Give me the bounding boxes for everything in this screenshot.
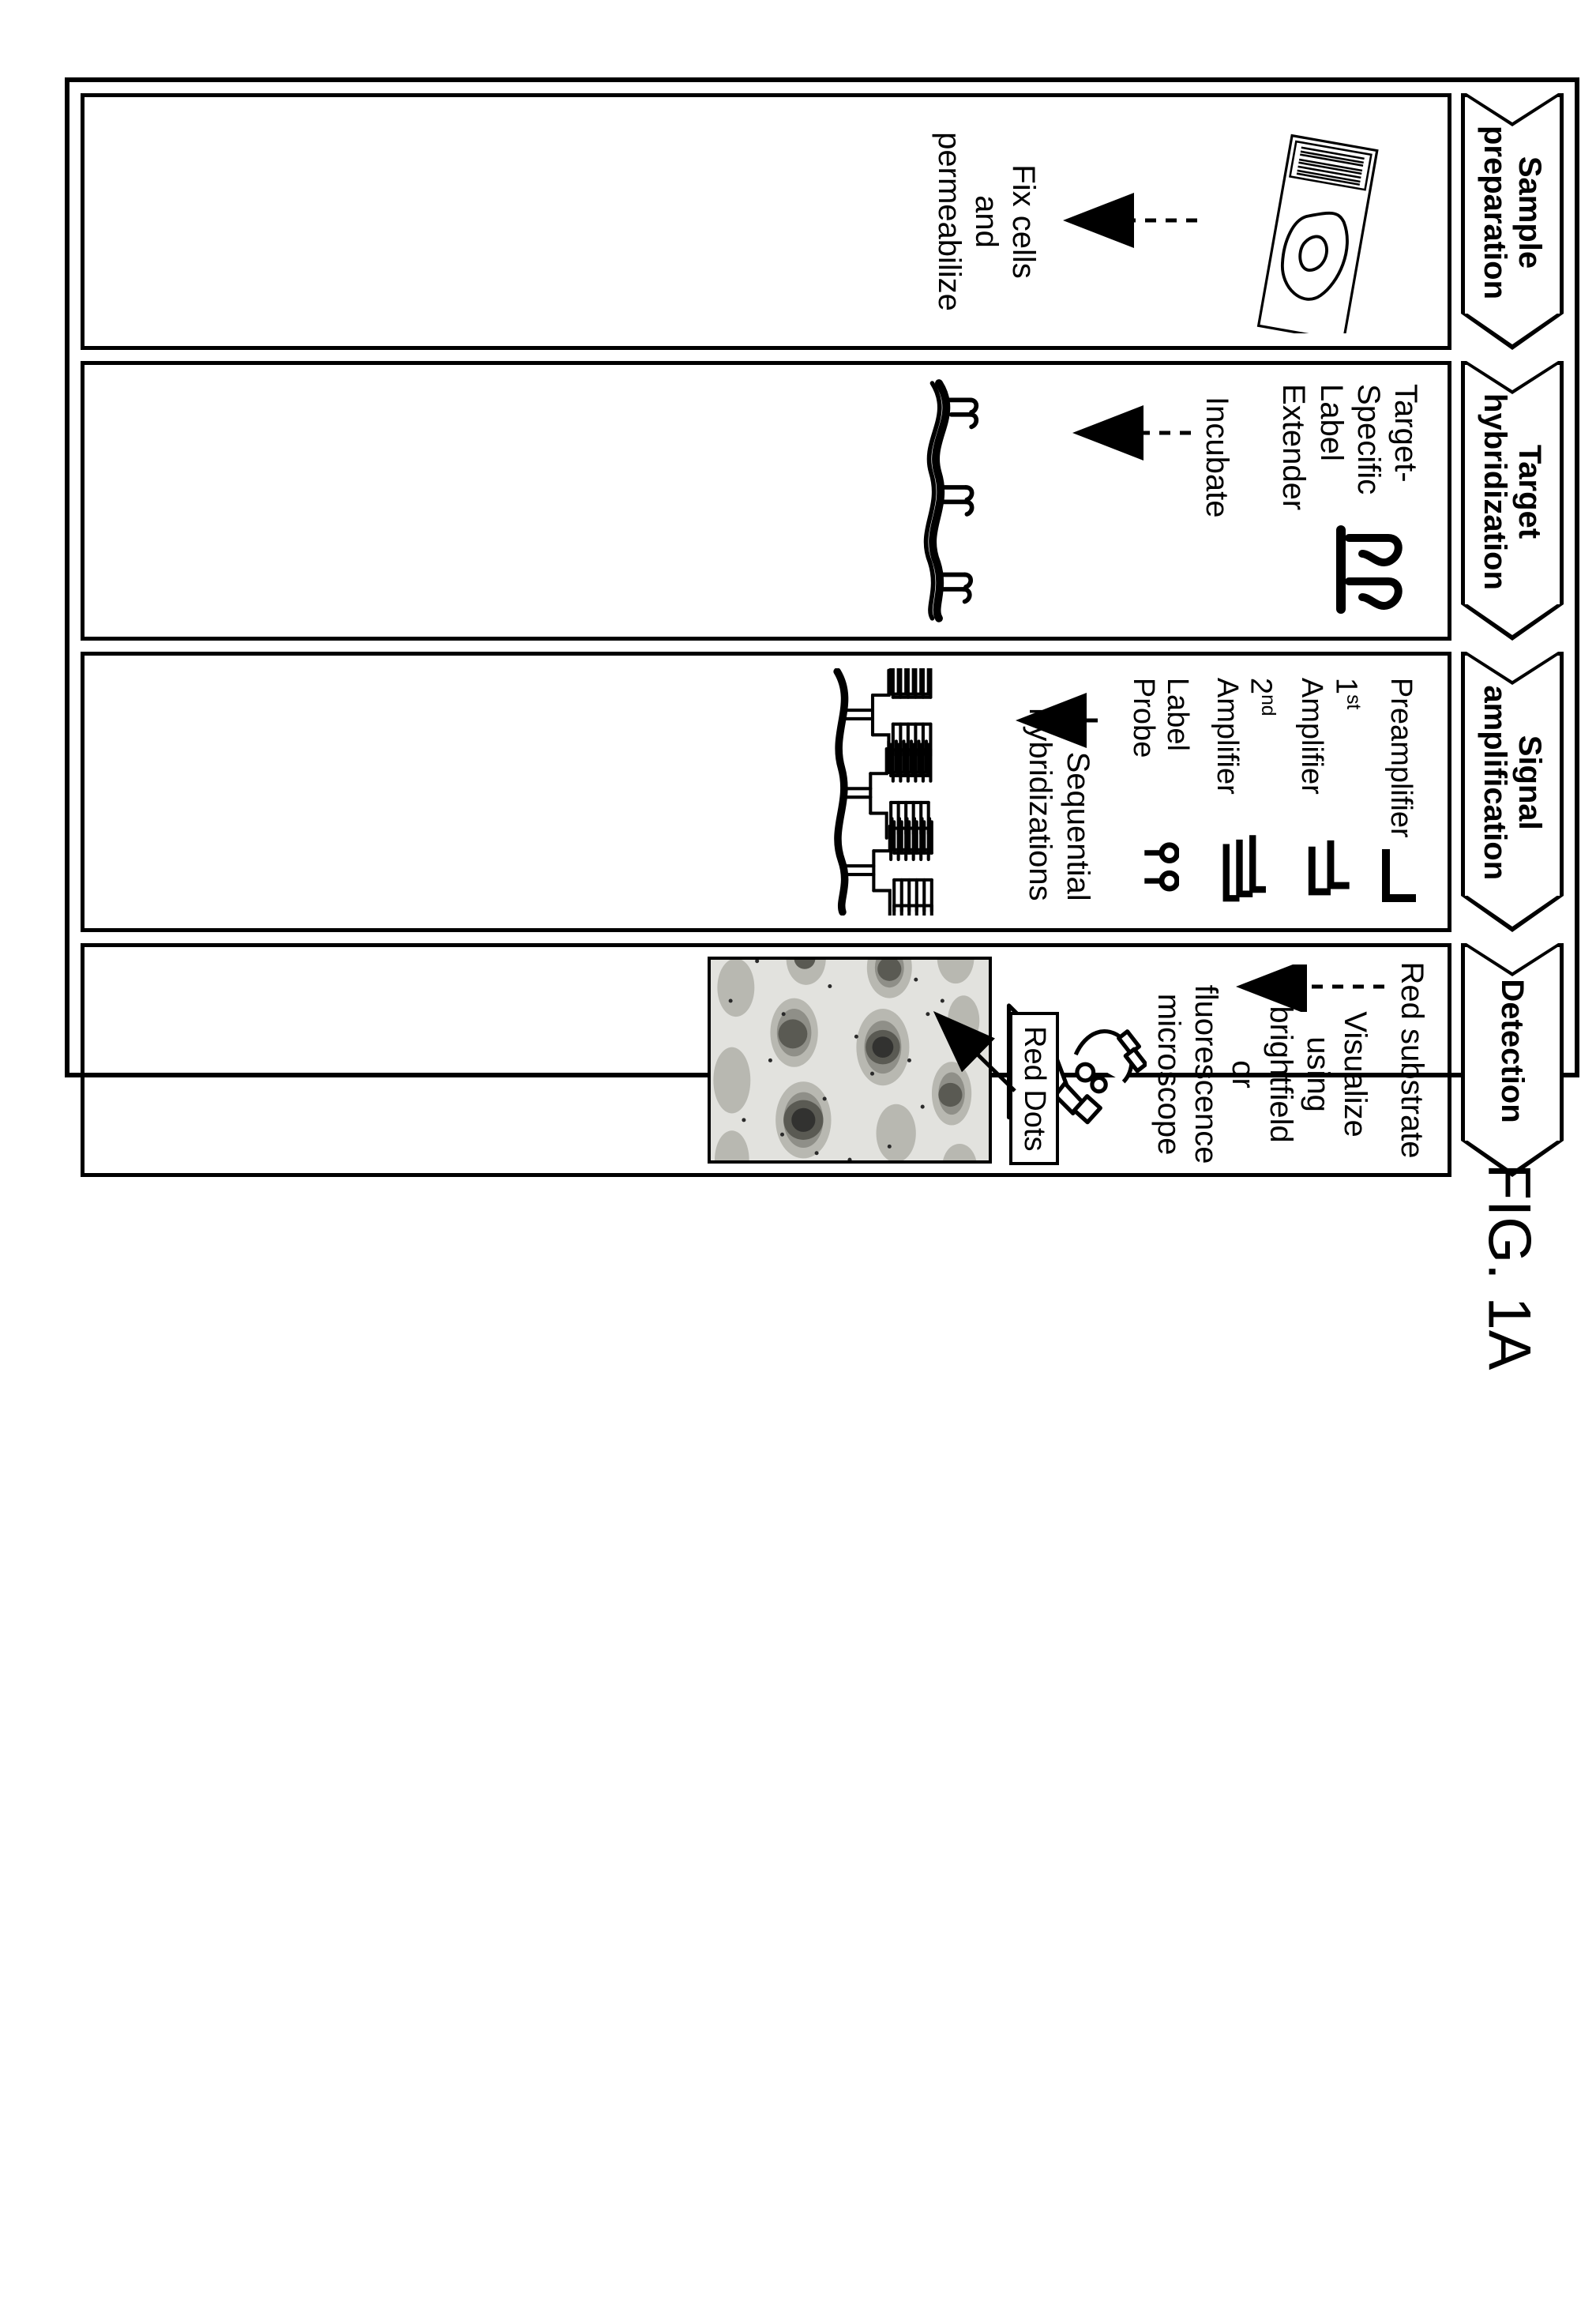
rna-strand-probes-icon — [887, 378, 1045, 624]
visualize-label: Visualize using brightfield or fluoresce… — [1150, 985, 1373, 1164]
panel-header-text: Sample preparation — [1478, 126, 1547, 299]
slide-specimen-icon — [1209, 110, 1406, 333]
panel-header-text: Signal amplification — [1478, 684, 1547, 882]
branched-assembly-icon — [797, 668, 1002, 916]
target-specific-label-extender-text: Target- Specific Label Extender — [1275, 384, 1424, 510]
incubate-label: Incubate — [1199, 378, 1235, 624]
panel-header-signal-amplification: Signal amplification — [1461, 652, 1564, 896]
panel-body-target-hybridization: Target- Specific Label Extender Incubate — [81, 361, 1451, 641]
panel-header-target-hybridization: Target hybridization — [1461, 361, 1564, 604]
panel-target-hybridization: Target hybridization Target- Specific La… — [81, 361, 1564, 641]
amplifier-1-row: 1st Amplifier — [1286, 668, 1372, 916]
figure-frame: Sample preparation — [65, 77, 1579, 1077]
panel-sample-preparation: Sample preparation — [81, 93, 1564, 350]
dashed-arrow-down-icon — [1065, 378, 1199, 624]
label-probe-row: Label Probe — [1118, 668, 1202, 916]
figure-caption: FIG. 1A — [1474, 1164, 1543, 1371]
panel-header-text: Target hybridization — [1478, 393, 1547, 590]
amplifier-1-label: 1st Amplifier — [1294, 678, 1364, 831]
panel-header-detection: Detection — [1461, 943, 1564, 1141]
callout-arrow-icon — [926, 1006, 1021, 1100]
preamplifier-label: Preamplifier — [1384, 678, 1418, 838]
preamplifier-icon — [1380, 838, 1422, 909]
dashed-arrow-down-icon — [1055, 110, 1205, 333]
amplifier-2-label: 2nd Amplifier — [1210, 678, 1279, 828]
red-substrate-label: Red substrate — [1394, 957, 1430, 1164]
panel-body-signal-amplification: Preamplifier 1st Amplifier 2nd Amplifier — [81, 652, 1451, 932]
dashed-arrow-down-icon — [1011, 668, 1106, 916]
amplifier-1-icon — [1304, 831, 1354, 909]
label-probe-label: Label Probe — [1126, 678, 1194, 837]
panel-header-sample-preparation: Sample preparation — [1461, 93, 1564, 314]
panel-detection: Detection Red substrate Visualize using … — [81, 943, 1564, 1178]
panel-header-text: Detection — [1495, 979, 1530, 1122]
amplifier-2-icon — [1217, 828, 1272, 908]
preamplifier-row: Preamplifier — [1372, 668, 1430, 916]
panel-body-sample-preparation: Fix cells and permeabilize — [81, 93, 1451, 350]
amplifier-2-row: 2nd Amplifier — [1202, 668, 1287, 916]
red-dots-label: Red Dots — [1018, 1026, 1051, 1151]
panel-signal-amplification: Signal amplification Preamplifier 1st Am… — [81, 652, 1564, 932]
panel-row: Sample preparation — [69, 82, 1575, 1073]
panel-body-detection: Red substrate Visualize using brightfiel… — [81, 943, 1451, 1178]
label-probe-icon — [1141, 837, 1179, 909]
label-extender-icon — [1321, 518, 1424, 621]
dashed-arrow-down-icon — [1231, 964, 1389, 1012]
fix-cells-label: Fix cells and permeabilize — [929, 110, 1042, 333]
